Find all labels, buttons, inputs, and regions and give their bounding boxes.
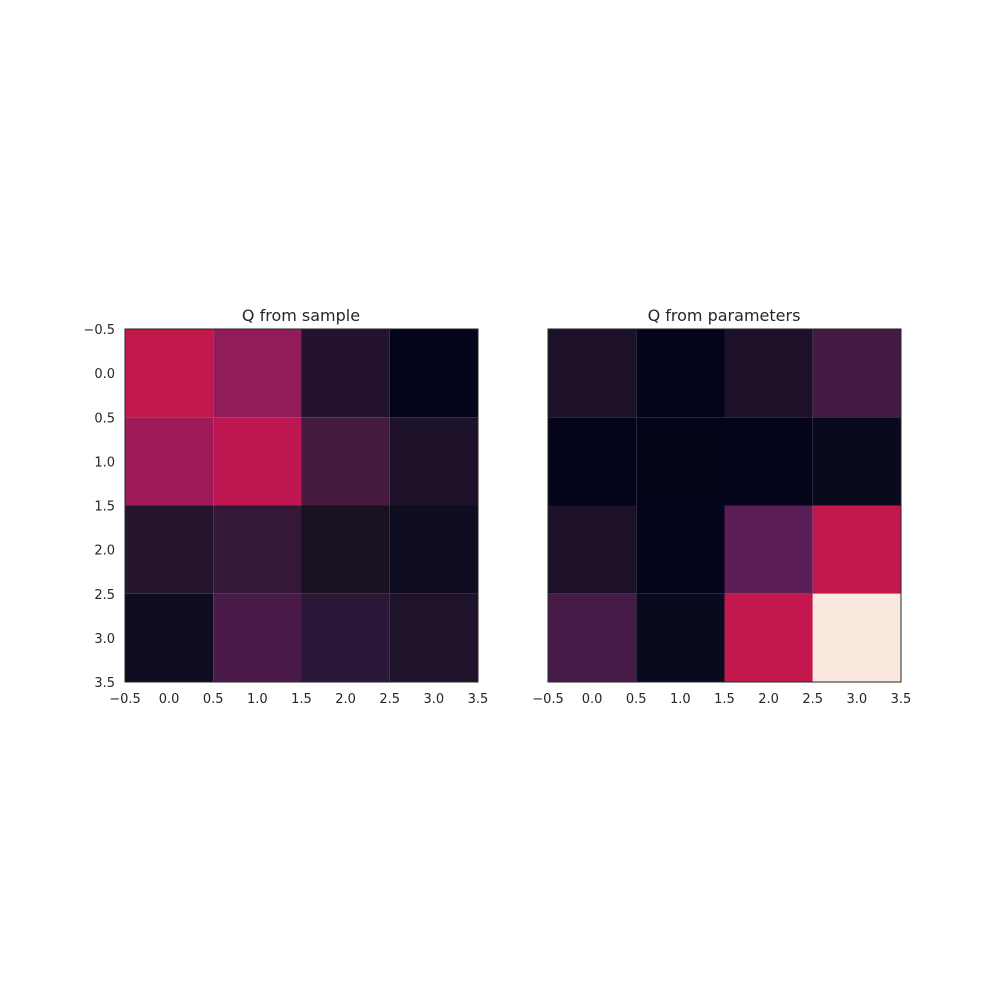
y-tick-label: 1.0 [94,455,115,470]
x-tick-label: 2.0 [758,692,779,707]
chart-title: Q from parameters [648,306,801,325]
y-tick-label: 2.0 [94,544,115,559]
x-tick-label: 2.0 [335,692,356,707]
heatmap-cell-r0-c0 [125,329,214,418]
x-tick-label: 1.5 [714,692,735,707]
heatmap-cell-r1-c1 [213,417,302,506]
heatmap-cell-r0-c0 [548,329,637,418]
heatmap-cell-r0-c1 [636,329,725,418]
heatmap-cell-r2-c2 [301,505,390,594]
heatmap-cell-r1-c0 [125,417,214,506]
x-tick-label: 3.0 [847,692,868,707]
heatmap-cell-r3-c2 [724,593,813,682]
heatmap-cell-r2-c0 [548,505,637,594]
heatmap-cell-r2-c2 [724,505,813,594]
x-tick-label: 1.0 [247,692,268,707]
x-tick-label: 2.5 [802,692,823,707]
heatmap-cell-r1-c3 [389,417,478,506]
heatmap-cell-r3-c1 [636,593,725,682]
heatmap-cell-r2-c3 [812,505,901,594]
chart-title: Q from sample [242,306,360,325]
heatmap-cell-r0-c3 [389,329,478,418]
x-tick-label: 0.5 [203,692,224,707]
heatmap-cell-r0-c1 [213,329,302,418]
heatmap-cell-r1-c1 [636,417,725,506]
x-tick-label: 2.5 [379,692,400,707]
axes-frame [547,328,902,683]
heatmap-cell-r0-c3 [812,329,901,418]
y-tick-label: 3.5 [94,676,115,691]
x-tick-label: 3.5 [891,692,912,707]
x-tick-label: 0.5 [626,692,647,707]
y-tick-label: −0.5 [83,323,115,338]
y-tick-label: 1.5 [94,500,115,515]
heatmap-cell-r3-c3 [389,593,478,682]
x-tick-label: 3.0 [424,692,445,707]
heatmap-cell-r3-c0 [125,593,214,682]
x-tick-label: 1.5 [291,692,312,707]
heatmap-cell-r3-c0 [548,593,637,682]
axes-frame [124,328,479,683]
heatmap-cell-r0-c2 [724,329,813,418]
heatmap-cell-r3-c2 [301,593,390,682]
x-tick-label: −0.5 [532,692,564,707]
x-tick-label: 0.0 [159,692,180,707]
heatmap-cell-r3-c1 [213,593,302,682]
y-tick-label: 2.5 [94,588,115,603]
heatmap-cell-r1-c3 [812,417,901,506]
heatmap-cell-r2-c3 [389,505,478,594]
heatmap-cell-r3-c3 [812,593,901,682]
y-tick-label: 0.5 [94,411,115,426]
y-tick-label: 3.0 [94,632,115,647]
x-tick-label: −0.5 [109,692,141,707]
heatmap-cell-r2-c0 [125,505,214,594]
y-tick-label: 0.0 [94,367,115,382]
x-tick-label: 3.5 [468,692,489,707]
heatmap-cell-r2-c1 [636,505,725,594]
heatmap-panel-sample: Q from sample −0.5 0.0 0.5 1.0 1.5 2.0 2.5 3.0 3… [83,306,488,707]
heatmap-cell-r0-c2 [301,329,390,418]
heatmap-cell-r1-c2 [301,417,390,506]
heatmap-cell-r2-c1 [213,505,302,594]
heatmap-cell-r1-c0 [548,417,637,506]
x-tick-label: 1.0 [670,692,691,707]
heatmap-panel-parameters: Q from parameters −0.5 0.0 0.5 1.0 1.5 2.0 2.5… [532,306,911,707]
heatmap-cell-r1-c2 [724,417,813,506]
x-tick-label: 0.0 [582,692,603,707]
